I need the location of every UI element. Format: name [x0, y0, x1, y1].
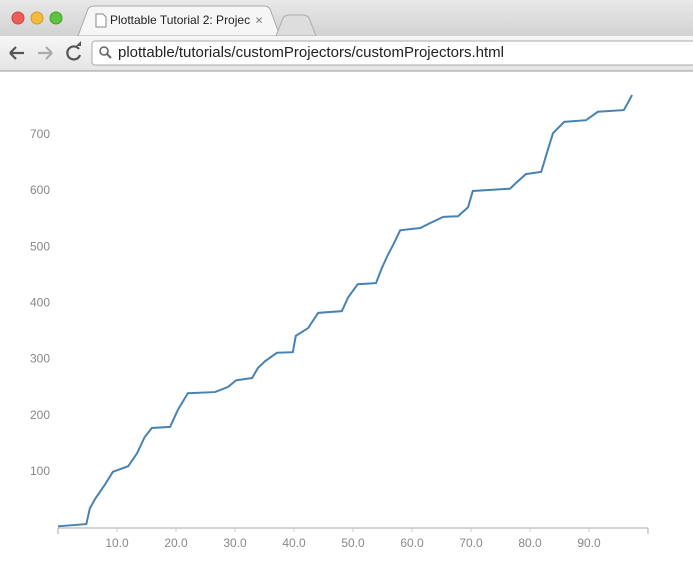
search-icon	[99, 46, 109, 56]
reload-arrow	[76, 41, 81, 46]
data-line	[57, 94, 633, 528]
x-tick-label: 70.0	[459, 536, 483, 550]
close-button[interactable]	[11, 11, 25, 25]
y-tick-label: 600	[30, 183, 50, 197]
x-tick-label: 50.0	[341, 536, 365, 550]
back-button[interactable]	[9, 46, 24, 60]
address-bar[interactable]	[91, 40, 693, 66]
zoom-button[interactable]	[49, 11, 63, 25]
y-tick-label: 500	[30, 239, 50, 253]
y-tick-label: 100	[30, 464, 50, 478]
active-tab[interactable]	[77, 5, 281, 37]
x-tick-label: 60.0	[400, 536, 424, 550]
minimize-button[interactable]	[30, 11, 44, 25]
y-tick-label: 300	[30, 352, 50, 366]
new-tab-button[interactable]	[275, 14, 317, 37]
x-tick-label: 10.0	[105, 536, 129, 550]
tab-title: Plottable Tutorial 2: Projec	[110, 13, 250, 27]
chart: 100 200 300 400 500 600 700 10.0 20.0 30.0 40.0 50.…	[30, 94, 649, 550]
x-tick-label: 80.0	[518, 536, 542, 550]
tab-close[interactable]: ×	[255, 12, 263, 27]
reload-button[interactable]	[66, 45, 82, 61]
forward-button[interactable]	[38, 46, 53, 60]
y-tick-label: 400	[30, 295, 50, 309]
y-tick-label: 200	[30, 408, 50, 422]
x-tick-label: 40.0	[282, 536, 306, 550]
url-text: plottable/tutorials/customProjectors/cus…	[118, 44, 504, 61]
page-icon	[95, 13, 107, 28]
x-tick-label: 30.0	[223, 536, 247, 550]
x-tick-label: 20.0	[164, 536, 188, 550]
y-tick-label: 700	[30, 127, 50, 141]
x-tick-label: 90.0	[577, 536, 601, 550]
search-icon-handle	[106, 53, 112, 59]
